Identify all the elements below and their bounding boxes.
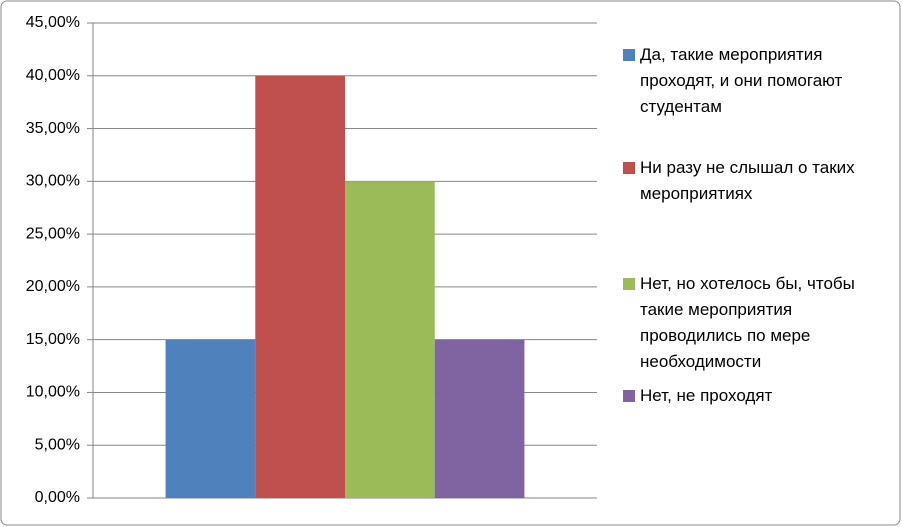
legend-marker <box>623 162 635 174</box>
bar <box>255 75 345 499</box>
legend-marker <box>623 278 635 290</box>
bar <box>434 339 525 498</box>
y-tick-label: 35,00% <box>26 120 80 137</box>
legend-label: Ни разу не слышал о таких мероприятиях <box>640 158 855 203</box>
y-tick-label: 45,00% <box>26 14 80 31</box>
bar <box>345 181 435 499</box>
y-tick-label: 30,00% <box>26 173 80 190</box>
y-tick-label: 20,00% <box>26 278 80 295</box>
y-tick-label: 25,00% <box>26 225 80 242</box>
legend-label: Нет, не проходят <box>640 386 773 405</box>
y-tick-label: 15,00% <box>26 331 80 348</box>
y-tick-label: 10,00% <box>26 384 80 401</box>
y-tick-label: 5,00% <box>35 436 80 453</box>
legend-marker <box>623 49 635 61</box>
y-tick-label: 40,00% <box>26 67 80 84</box>
legend-label: Да, такие мероприятия проходят, и они по… <box>640 45 843 116</box>
bar <box>165 339 256 498</box>
legend-label: Нет, но хотелось бы, чтобы такие меропри… <box>640 274 855 371</box>
legend-marker <box>623 390 635 402</box>
y-tick-label: 0,00% <box>35 489 80 506</box>
